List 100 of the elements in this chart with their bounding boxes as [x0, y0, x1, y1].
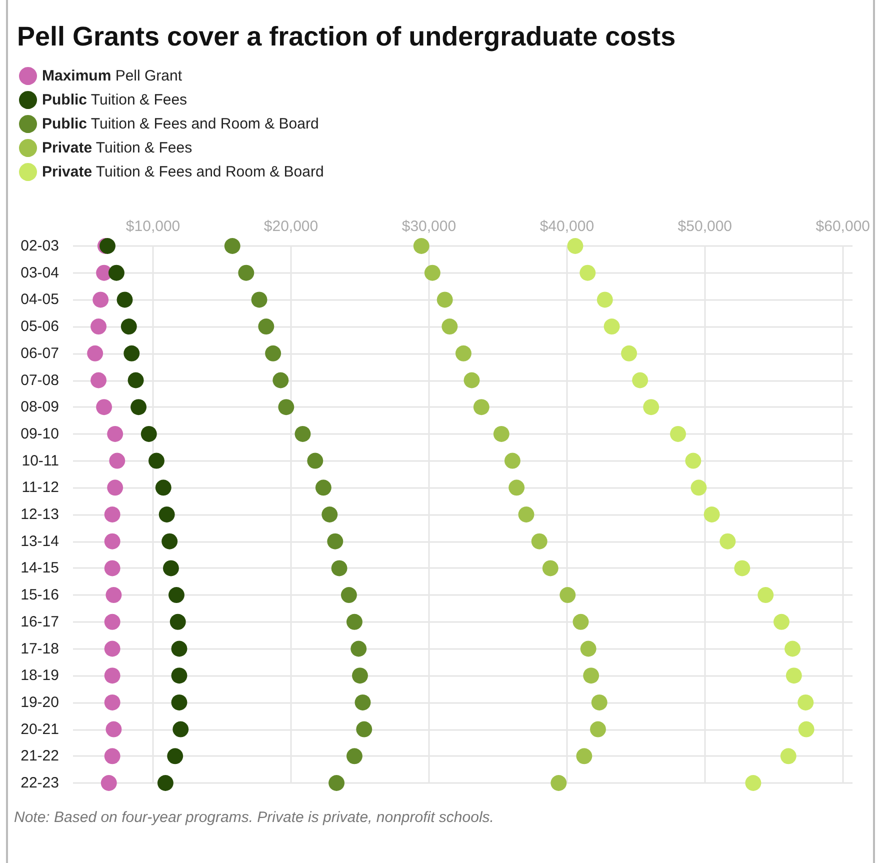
y-tick-label: 18-19 [20, 667, 59, 684]
point [116, 292, 133, 308]
point [583, 668, 600, 684]
y-tick-label: 08-09 [20, 398, 59, 416]
point [124, 345, 140, 362]
point [784, 640, 801, 657]
point [108, 264, 124, 281]
point [90, 372, 107, 388]
y-tick-label: 21-22 [20, 748, 59, 765]
point [157, 775, 174, 791]
legend-label: Public Tuition & Fees [42, 92, 188, 108]
point [567, 238, 584, 254]
point [354, 694, 371, 710]
point [798, 721, 814, 738]
point [130, 399, 147, 416]
point [745, 775, 762, 791]
point [109, 452, 126, 469]
point [90, 318, 107, 335]
point [168, 587, 184, 604]
point [632, 372, 648, 388]
legend-label: Private Tuition & Fees [42, 140, 192, 156]
point [87, 345, 104, 362]
point [413, 238, 430, 254]
point [621, 345, 638, 362]
y-tick-label: 17-18 [20, 640, 59, 658]
point [464, 372, 480, 388]
point [104, 668, 120, 684]
point [424, 264, 440, 281]
point [258, 318, 274, 335]
point [162, 560, 179, 576]
y-tick-label: 03-04 [20, 264, 59, 282]
point [328, 775, 345, 791]
point [104, 533, 120, 550]
point [148, 452, 164, 469]
point [322, 506, 338, 522]
point [576, 748, 592, 764]
point [167, 748, 184, 764]
point [604, 318, 620, 335]
point [596, 292, 613, 308]
y-tick-label: 14-15 [20, 560, 59, 577]
point [685, 452, 702, 469]
point [542, 560, 558, 576]
point [504, 452, 520, 469]
point [315, 480, 332, 496]
point [350, 640, 367, 657]
y-tick-label: 06-07 [20, 344, 59, 362]
x-tick-label: $40,000 [540, 218, 594, 235]
text: Note: Based on four-year programs. Private is private, nonprofit schools. [14, 809, 494, 826]
chart-title: Pell Grants cover a fraction of undergraduate costs [17, 22, 676, 52]
y-tick-label: 04-05 [20, 291, 59, 308]
point [224, 238, 240, 254]
point [327, 533, 344, 550]
point [92, 292, 109, 308]
point [251, 292, 268, 308]
point [272, 372, 289, 388]
point [265, 345, 282, 362]
point [340, 587, 357, 604]
point [643, 399, 660, 416]
point [162, 533, 178, 550]
point [352, 668, 368, 684]
point [172, 721, 189, 738]
point [158, 506, 175, 522]
y-tick-label: 22-23 [20, 774, 59, 792]
point [590, 721, 606, 738]
point [104, 560, 120, 576]
y-tick-label: 05-06 [20, 318, 59, 336]
point [550, 775, 567, 791]
point [170, 614, 186, 630]
y-tick-label: 09-10 [20, 425, 59, 442]
point [104, 748, 120, 764]
y-tick-label: 13-14 [20, 532, 59, 550]
y-tick-label: 07-08 [20, 372, 59, 389]
point [104, 640, 120, 657]
x-tick-label: $60,000 [816, 218, 870, 235]
point [508, 480, 525, 496]
point [171, 668, 188, 684]
y-tick-label: 15-16 [20, 586, 59, 604]
point [120, 318, 137, 335]
point [798, 694, 814, 710]
point [455, 345, 472, 362]
y-tick-label: 11-12 [22, 479, 59, 496]
point [720, 533, 736, 550]
point [580, 264, 596, 281]
point [278, 399, 294, 416]
point [294, 426, 311, 442]
point [493, 426, 510, 442]
point [591, 694, 608, 710]
point [786, 668, 802, 684]
point [171, 640, 188, 657]
y-tick-label: 12-13 [20, 506, 59, 523]
x-tick-label: $20,000 [264, 218, 318, 235]
point [531, 533, 548, 550]
point [238, 264, 254, 281]
point [106, 721, 122, 738]
point [580, 640, 596, 657]
point [780, 748, 796, 764]
point [518, 506, 534, 522]
point [107, 480, 124, 496]
point [307, 452, 324, 469]
point [758, 587, 774, 604]
